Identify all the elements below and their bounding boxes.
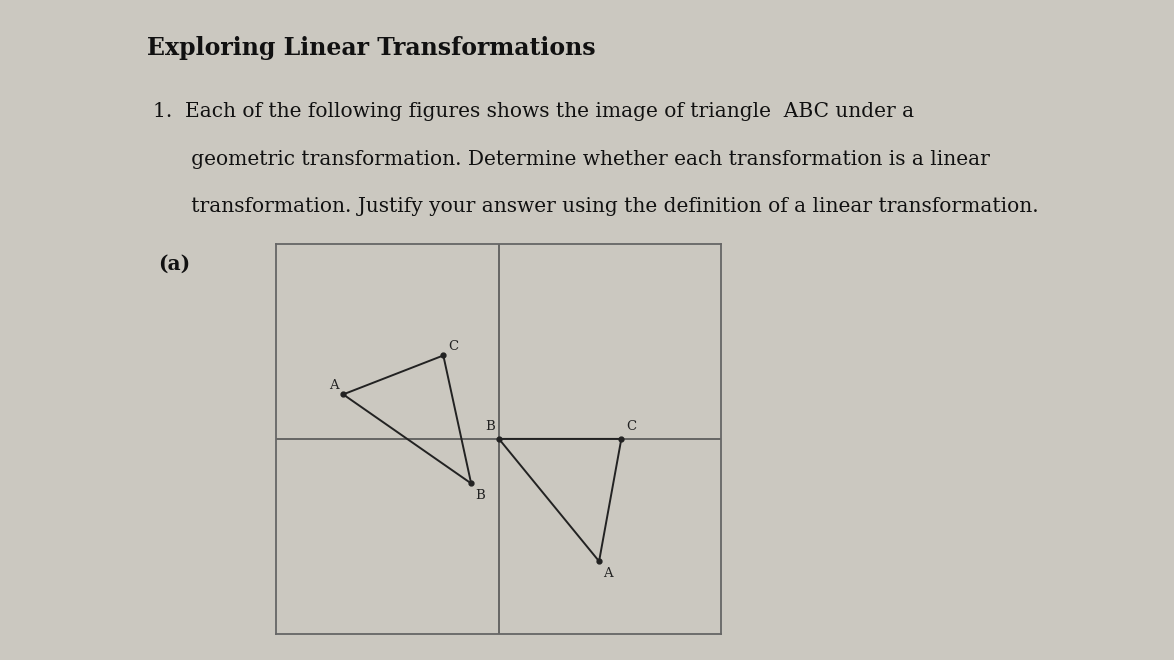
Text: A: A: [329, 379, 339, 391]
Text: C: C: [447, 340, 458, 352]
Text: A: A: [603, 567, 613, 580]
Text: Exploring Linear Transformations: Exploring Linear Transformations: [147, 36, 595, 60]
Text: B: B: [485, 420, 494, 434]
Text: (a): (a): [158, 254, 190, 274]
Text: 1.  Each of the following figures shows the image of triangle  ABC under a: 1. Each of the following figures shows t…: [153, 102, 913, 121]
Text: C: C: [626, 420, 636, 434]
Text: geometric transformation. Determine whether each transformation is a linear: geometric transformation. Determine whet…: [153, 150, 990, 169]
Text: transformation. Justify your answer using the definition of a linear transformat: transformation. Justify your answer usin…: [153, 197, 1038, 216]
Text: B: B: [475, 489, 485, 502]
